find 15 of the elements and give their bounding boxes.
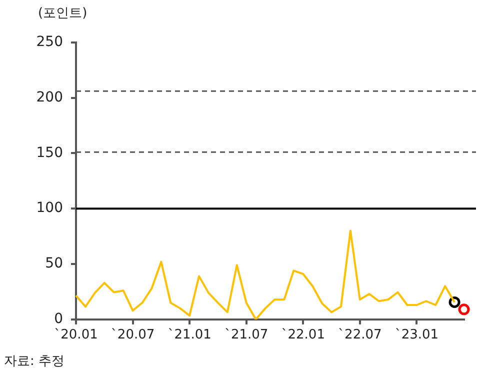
x-tick-label: `23.01	[394, 328, 439, 343]
x-tick-label: `21.07	[224, 328, 268, 343]
y-tick-label: 100	[36, 200, 63, 216]
x-tick-label: `20.01	[54, 328, 98, 343]
x-tick-label: `20.07	[110, 328, 155, 343]
y-tick-label: 50	[45, 256, 63, 272]
x-tick-label: `22.07	[338, 328, 382, 343]
y-tick-label: 150	[36, 144, 63, 161]
y-tick-label: 200	[36, 89, 63, 106]
y-tick-label: 0	[54, 311, 63, 328]
x-tick-label: `21.01	[168, 328, 212, 343]
y-tick-label: 250	[36, 34, 63, 50]
text: 자료: 추정	[4, 353, 65, 370]
y-axis-title: (포인트)	[38, 5, 88, 22]
x-tick-label: `22.01	[281, 328, 325, 343]
